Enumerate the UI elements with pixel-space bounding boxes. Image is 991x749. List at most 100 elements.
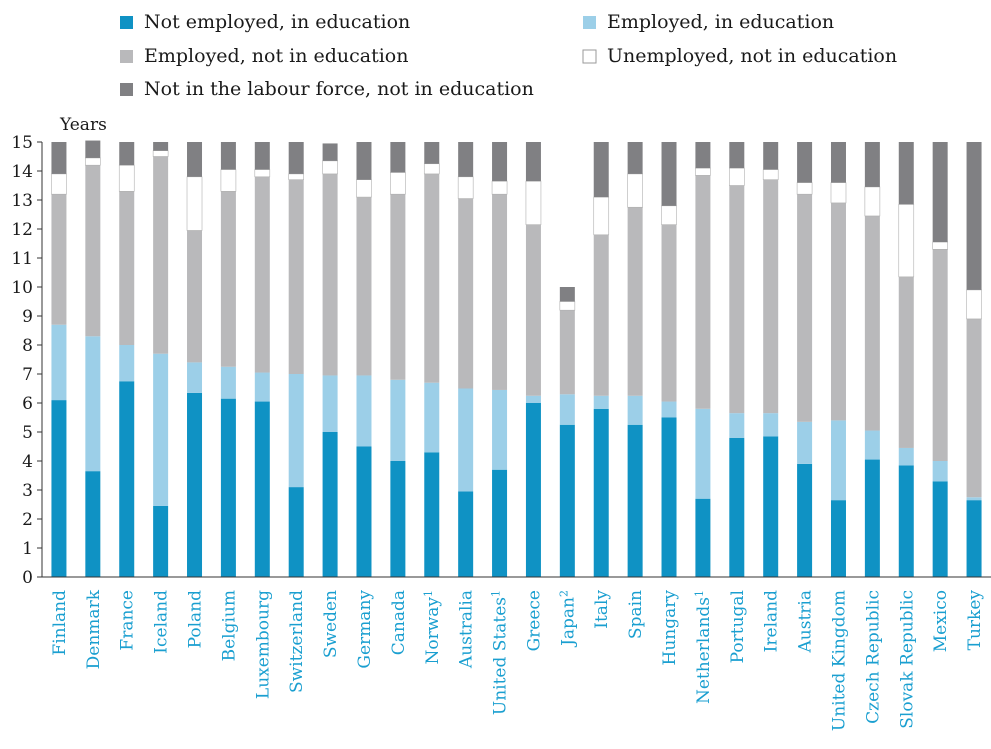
bar-segment-greece-unemployed-not-in-education	[525, 180, 542, 225]
bar-ireland	[762, 142, 779, 577]
bar-segment-greece-not-in-the-labour-force-not-in-education	[525, 142, 541, 182]
bar-segment-italy-not-in-the-labour-force-not-in-education	[593, 142, 609, 198]
bar-turkey	[966, 142, 982, 577]
bar-segment-norway-employed-in-education	[424, 382, 440, 453]
bar-luxembourg	[254, 142, 271, 577]
bar-segment-czech-republic-not-in-the-labour-force-not-in-education	[864, 142, 880, 187]
bar-segment-finland-not-employed-in-education	[51, 400, 67, 577]
bar-segment-united-states-unemployed-not-in-education	[491, 180, 508, 195]
bar-segment-sweden-employed-in-education	[322, 375, 338, 432]
bar-segment-czech-republic-employed-not-in-education	[864, 215, 880, 431]
bar-segment-spain-unemployed-not-in-education	[627, 173, 643, 208]
bar-segment-france-employed-in-education	[119, 345, 135, 382]
bar-segment-iceland-employed-in-education	[153, 353, 169, 506]
x-tick-label-austria: Austria	[796, 590, 816, 653]
x-tick-label-mexico: Mexico	[931, 590, 951, 652]
y-tick-label: 4	[22, 452, 33, 472]
bar-segment-mexico-employed-in-education	[932, 461, 948, 482]
y-tick-label: 12	[11, 220, 33, 240]
bar-segment-japan-employed-in-education	[559, 394, 575, 425]
bar-netherlands	[695, 142, 711, 577]
bar-segment-denmark-employed-in-education	[85, 336, 101, 472]
bar-canada	[390, 142, 406, 577]
bar-segment-france-unemployed-not-in-education	[118, 164, 135, 192]
bar-segment-belgium-not-in-the-labour-force-not-in-education	[220, 142, 236, 170]
bar-segment-norway-unemployed-not-in-education	[423, 163, 440, 175]
bar-italy	[593, 142, 610, 577]
bar-segment-hungary-employed-not-in-education	[661, 224, 677, 402]
y-tick-label: 1	[22, 539, 33, 559]
bar-segment-united-kingdom-employed-in-education	[830, 420, 846, 501]
bar-united-states	[491, 142, 508, 577]
x-tick-label-germany: Germany	[355, 590, 375, 669]
bar-portugal	[729, 142, 745, 577]
bar-segment-mexico-employed-not-in-education	[932, 249, 948, 461]
bar-segment-luxembourg-employed-in-education	[254, 372, 270, 402]
y-tick-label: 15	[11, 133, 33, 153]
bar-segment-switzerland-not-in-the-labour-force-not-in-education	[288, 142, 304, 174]
x-tick-label-text: Luxembourg	[253, 590, 273, 699]
bar-segment-hungary-not-in-the-labour-force-not-in-education	[661, 142, 677, 206]
x-tick-label-switzerland: Switzerland	[287, 590, 307, 693]
x-tick-label-sweden: Sweden	[321, 590, 341, 658]
y-tick-label: 0	[22, 568, 33, 588]
bar-segment-ireland-employed-not-in-education	[763, 179, 779, 414]
bar-segment-united-kingdom-not-in-the-labour-force-not-in-education	[830, 142, 846, 183]
x-tick-label-text: Mexico	[931, 590, 951, 652]
x-tick-label-text: United Kingdom	[829, 590, 849, 731]
bar-segment-netherlands-not-in-the-labour-force-not-in-education	[695, 142, 711, 169]
x-tick-label-text: Canada	[389, 590, 409, 655]
x-tick-label-greece: Greece	[524, 590, 544, 651]
x-tick-label-united-kingdom: United Kingdom	[829, 590, 849, 731]
bar-segment-portugal-not-employed-in-education	[729, 437, 745, 577]
bar-segment-austria-not-in-the-labour-force-not-in-education	[797, 142, 813, 183]
bar-segment-ireland-employed-in-education	[763, 413, 779, 437]
x-tick-label-turkey: Turkey	[965, 590, 985, 651]
bar-segment-germany-employed-not-in-education	[356, 197, 372, 376]
legend-swatch-not-in-the-labour-force-not-in-education	[120, 83, 133, 96]
bar-germany	[356, 142, 372, 577]
y-tick-label: 3	[22, 481, 33, 501]
bar-segment-sweden-unemployed-not-in-education	[322, 160, 338, 175]
bar-segment-germany-employed-in-education	[356, 375, 372, 447]
bar-spain	[627, 142, 643, 577]
bar-segment-united-states-not-in-the-labour-force-not-in-education	[492, 142, 508, 182]
x-tick-label-text: Belgium	[219, 590, 239, 661]
bar-segment-canada-employed-not-in-education	[390, 194, 406, 380]
x-tick-label-text: Finland	[50, 590, 70, 656]
bar-segment-slovak-republic-unemployed-not-in-education	[898, 204, 915, 278]
bar-segment-italy-employed-not-in-education	[593, 234, 609, 396]
x-tick-label-netherlands: Netherlands1	[693, 590, 714, 704]
bar-segment-denmark-not-employed-in-education	[85, 471, 101, 577]
bar-austria	[796, 142, 813, 577]
x-tick-label-poland: Poland	[186, 590, 206, 649]
bar-segment-austria-unemployed-not-in-education	[796, 182, 813, 195]
bar-segment-italy-unemployed-not-in-education	[593, 196, 610, 236]
bar-segment-united-kingdom-unemployed-not-in-education	[830, 182, 847, 204]
legend-label-unemployed-not-in-education: Unemployed, not in education	[607, 45, 897, 67]
bar-segment-turkey-not-employed-in-education	[966, 500, 982, 577]
bar-segment-canada-unemployed-not-in-education	[390, 172, 406, 195]
x-tick-label-norway: Norway1	[422, 590, 443, 665]
bar-segment-greece-not-employed-in-education	[525, 403, 541, 577]
bar-segment-iceland-not-employed-in-education	[153, 505, 169, 577]
bar-segment-canada-employed-in-education	[390, 379, 406, 461]
x-tick-label-text: Germany	[355, 590, 375, 669]
x-tick-label-united-states: United States1	[490, 590, 511, 715]
bar-segment-belgium-not-employed-in-education	[220, 398, 236, 577]
bar-segment-germany-unemployed-not-in-education	[356, 179, 372, 198]
bar-segment-netherlands-employed-in-education	[695, 408, 711, 499]
bar-segment-finland-unemployed-not-in-education	[51, 173, 67, 195]
bar-segment-luxembourg-not-in-the-labour-force-not-in-education	[254, 142, 270, 170]
bar-segment-norway-not-employed-in-education	[424, 452, 440, 577]
bar-segment-netherlands-not-employed-in-education	[695, 498, 711, 577]
bar-segment-belgium-employed-not-in-education	[220, 191, 236, 367]
bar-segment-germany-not-employed-in-education	[356, 446, 372, 577]
x-tick-label-text: Switzerland	[287, 590, 307, 693]
legend-swatch-unemployed-not-in-education	[582, 49, 597, 64]
bar-segment-iceland-employed-not-in-education	[153, 156, 169, 354]
x-tick-label-text: Denmark	[84, 589, 104, 669]
y-tick-label: 14	[11, 162, 33, 182]
bar-segment-ireland-not-employed-in-education	[763, 436, 779, 577]
